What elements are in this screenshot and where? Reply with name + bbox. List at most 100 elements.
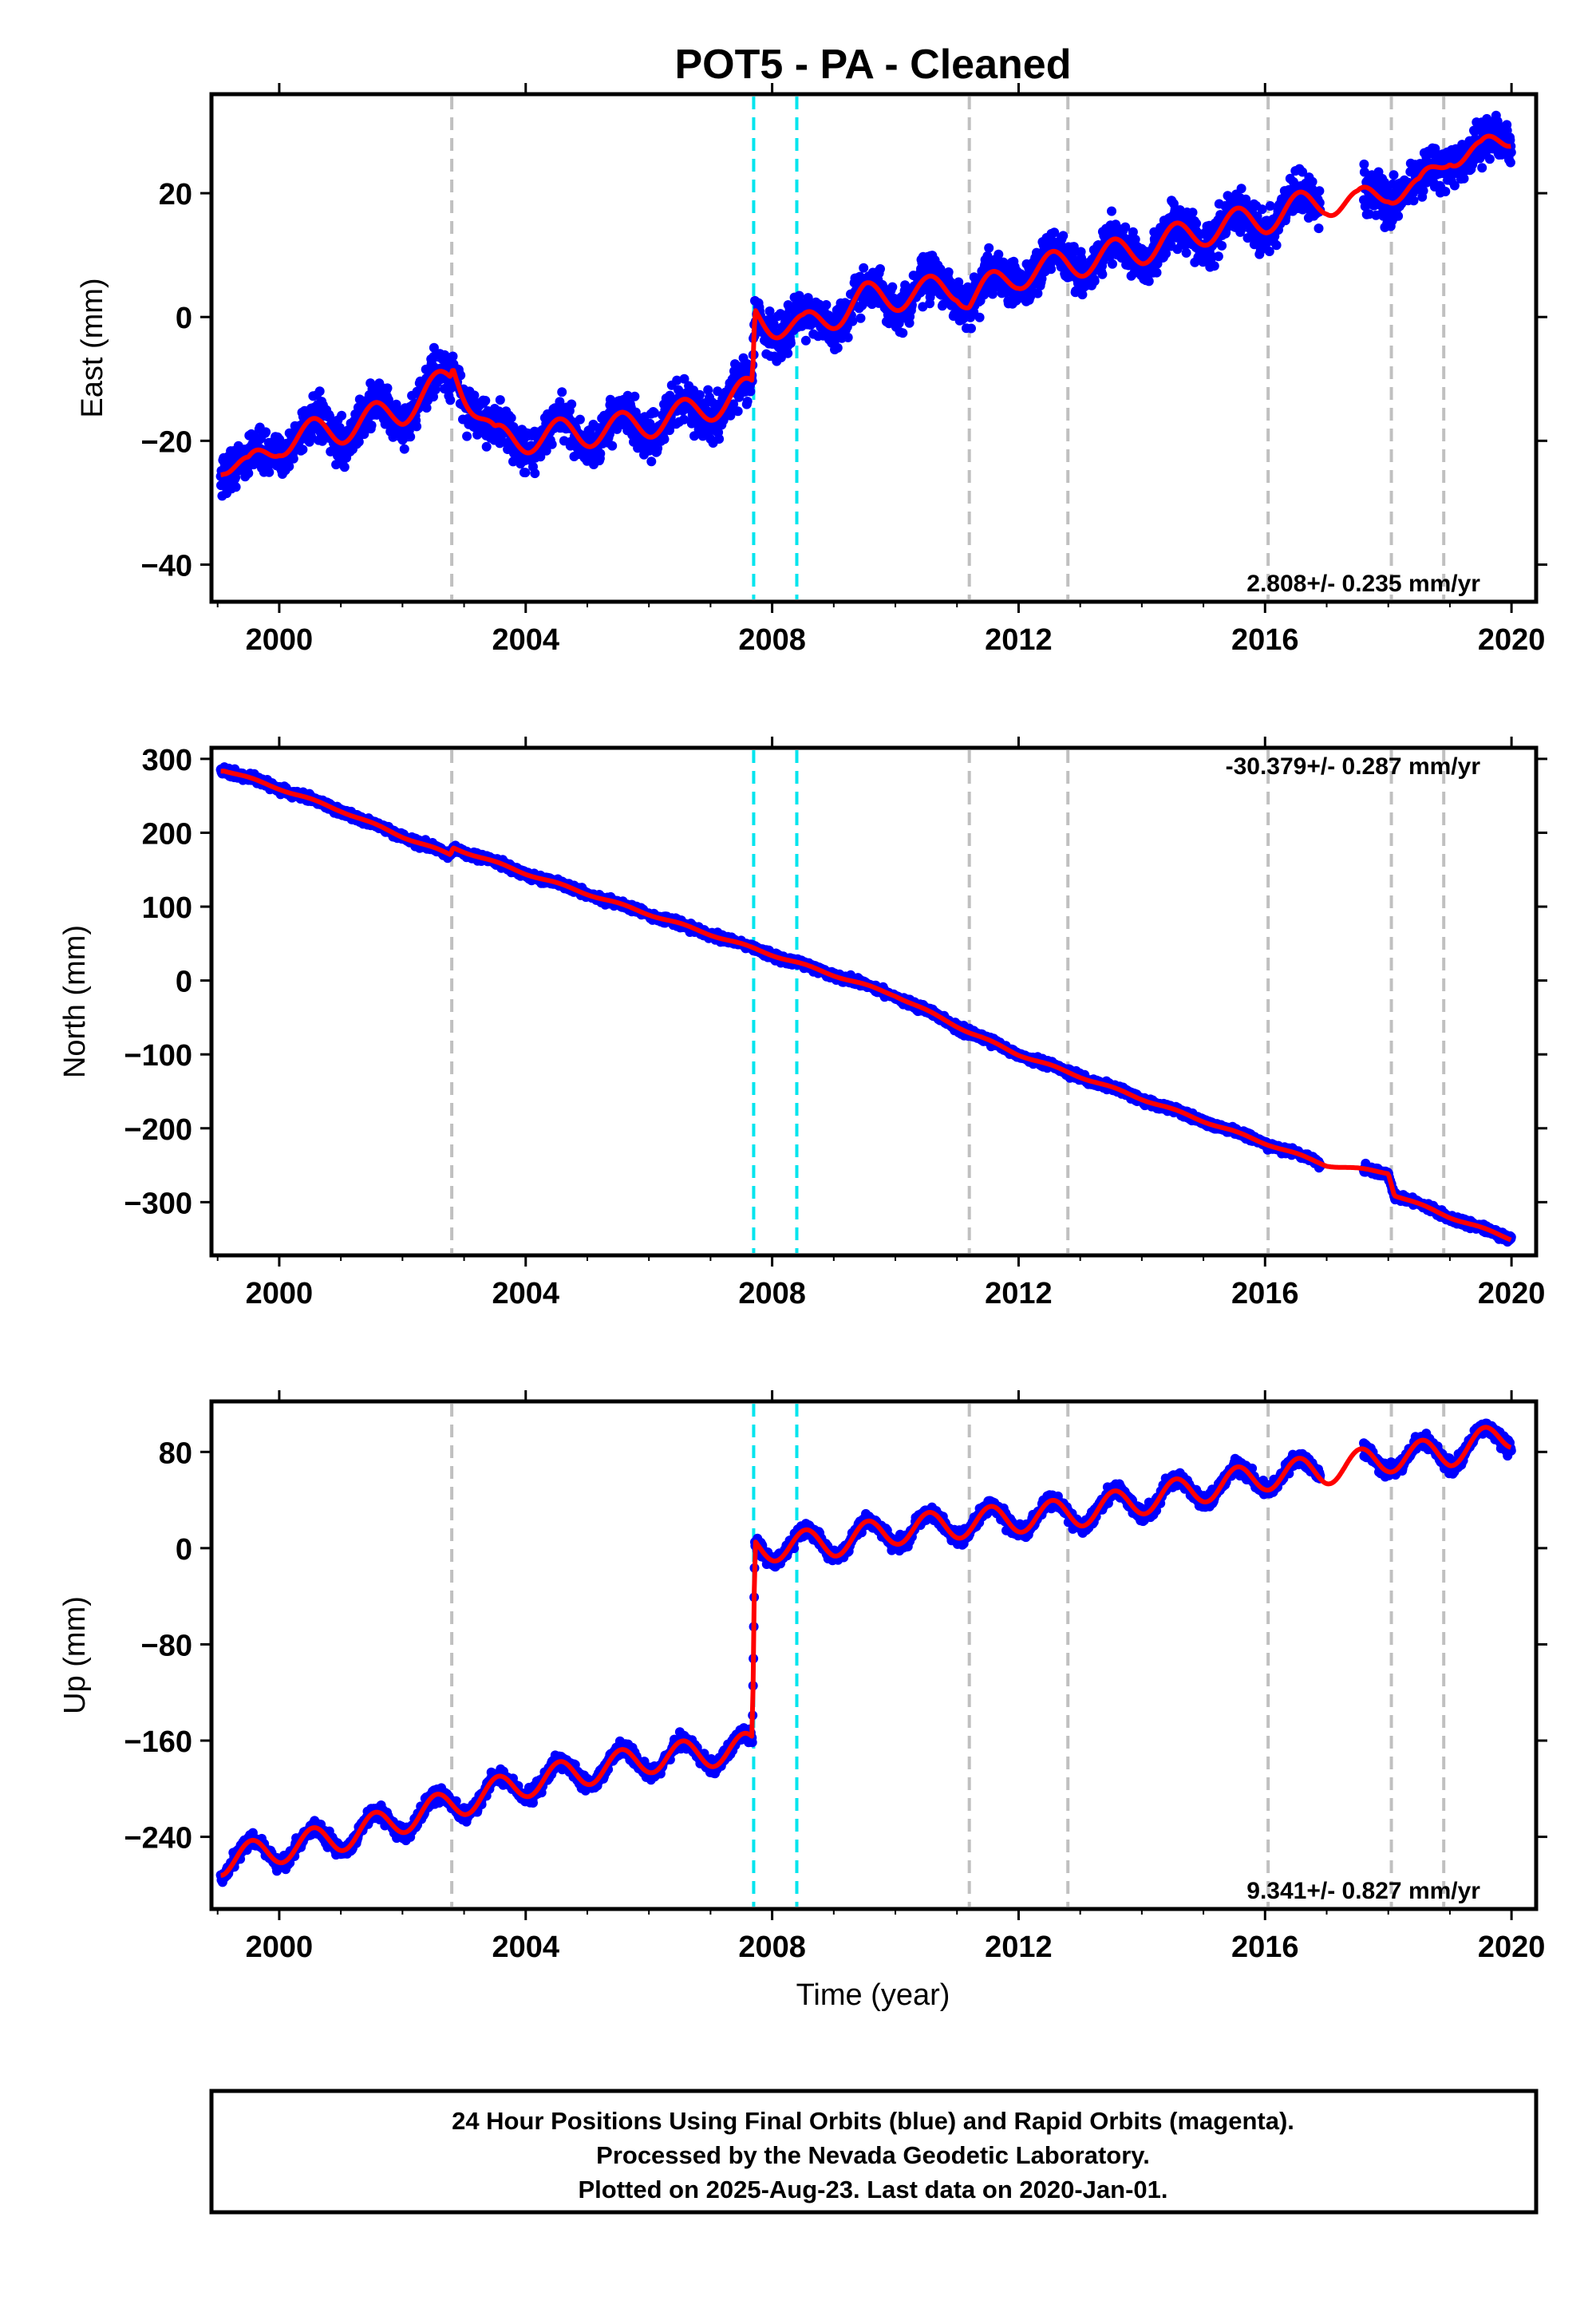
observation-point	[622, 390, 633, 401]
observation-point	[314, 386, 325, 397]
observation-point	[630, 391, 640, 401]
observation-point	[354, 437, 364, 447]
observation-point	[448, 351, 458, 362]
observation-point	[1108, 259, 1117, 269]
observation-point	[607, 441, 618, 451]
observation-point	[575, 414, 585, 425]
observation-point	[399, 444, 409, 454]
observation-point	[1107, 206, 1116, 216]
observation-point	[847, 316, 858, 326]
observation-point	[412, 421, 422, 432]
observation-point	[646, 456, 657, 467]
observation-point	[288, 453, 298, 464]
observation-point	[1236, 184, 1246, 194]
observation-point	[530, 468, 540, 479]
observation-point	[1408, 196, 1419, 206]
observation-point	[695, 389, 705, 400]
observation-point	[672, 375, 682, 385]
observation-point	[1440, 187, 1451, 196]
observation-point	[508, 421, 519, 432]
observation-point	[943, 267, 954, 277]
observation-point	[1257, 204, 1267, 215]
observation-point	[334, 422, 345, 433]
observation-point	[714, 434, 725, 444]
observation-point	[984, 243, 994, 253]
panel-east-plot	[215, 97, 1516, 599]
x-tick-label: 2000	[246, 623, 314, 657]
observation-point	[567, 399, 577, 409]
observation-point	[1506, 147, 1516, 157]
observation-point	[366, 421, 377, 430]
observation-point	[966, 323, 976, 334]
panel-east-rate: 2.808+/- 0.235 mm/yr	[1246, 571, 1480, 597]
observation-point	[821, 300, 832, 310]
observation-point	[506, 413, 516, 423]
observation-point	[337, 410, 347, 421]
observation-point	[325, 411, 335, 421]
observation-point	[462, 431, 472, 441]
observation-point	[231, 482, 241, 492]
observation-point	[1217, 240, 1227, 251]
observation-point	[1459, 173, 1469, 184]
observation-point	[243, 468, 254, 478]
observation-point	[1058, 231, 1069, 241]
observation-point	[421, 403, 432, 413]
y-tick-label: −20	[141, 425, 192, 459]
observation-point	[659, 434, 670, 445]
observation-point	[729, 399, 739, 409]
observation-point	[1089, 276, 1100, 287]
observation-point	[832, 342, 843, 353]
observation-point	[768, 318, 779, 329]
observation-point	[261, 427, 271, 437]
observation-point	[800, 335, 811, 346]
observation-point	[679, 373, 689, 384]
y-tick-label: 0	[176, 302, 192, 335]
observation-point	[1097, 269, 1108, 279]
observation-point	[855, 313, 866, 323]
observation-point	[469, 390, 480, 401]
observation-point	[1209, 261, 1219, 271]
observation-point	[298, 445, 308, 455]
observation-point	[555, 397, 565, 407]
observation-point	[794, 290, 804, 301]
observation-point	[1144, 276, 1154, 287]
observation-point	[1191, 219, 1202, 229]
observation-point	[785, 338, 796, 348]
observation-point	[764, 306, 775, 316]
observation-point	[974, 312, 985, 322]
observation-point	[653, 443, 663, 453]
observation-point	[535, 452, 546, 462]
observation-point	[1046, 264, 1057, 275]
observation-point	[1271, 240, 1282, 251]
observation-point	[1505, 157, 1515, 168]
observation-point	[1418, 186, 1428, 196]
x-tick-label: 2020	[1478, 623, 1546, 657]
observation-point	[843, 332, 853, 342]
observation-point	[339, 462, 350, 472]
observation-point	[1389, 170, 1399, 180]
observation-point	[703, 385, 713, 395]
observation-point	[1213, 251, 1223, 262]
observation-point	[495, 395, 505, 405]
observation-point	[1393, 211, 1404, 221]
observation-point	[650, 408, 659, 418]
observation-point	[1187, 207, 1198, 218]
x-tick-label: 2008	[738, 623, 806, 657]
observation-point	[359, 429, 369, 439]
x-tick-label: 2012	[985, 623, 1053, 657]
observation-point	[1152, 267, 1162, 278]
observation-point	[1477, 163, 1487, 173]
observation-point	[783, 348, 793, 358]
observation-point	[859, 263, 869, 273]
panel-east-ylabel: East (mm)	[76, 278, 109, 417]
observation-point	[429, 342, 439, 353]
observation-point	[595, 449, 606, 459]
figure-title: POT5 - PA - Cleaned	[675, 41, 1072, 88]
observation-point	[733, 406, 743, 417]
observation-point	[480, 396, 491, 405]
observation-point	[1484, 154, 1495, 164]
observation-point	[445, 395, 456, 405]
observation-point	[898, 328, 908, 338]
